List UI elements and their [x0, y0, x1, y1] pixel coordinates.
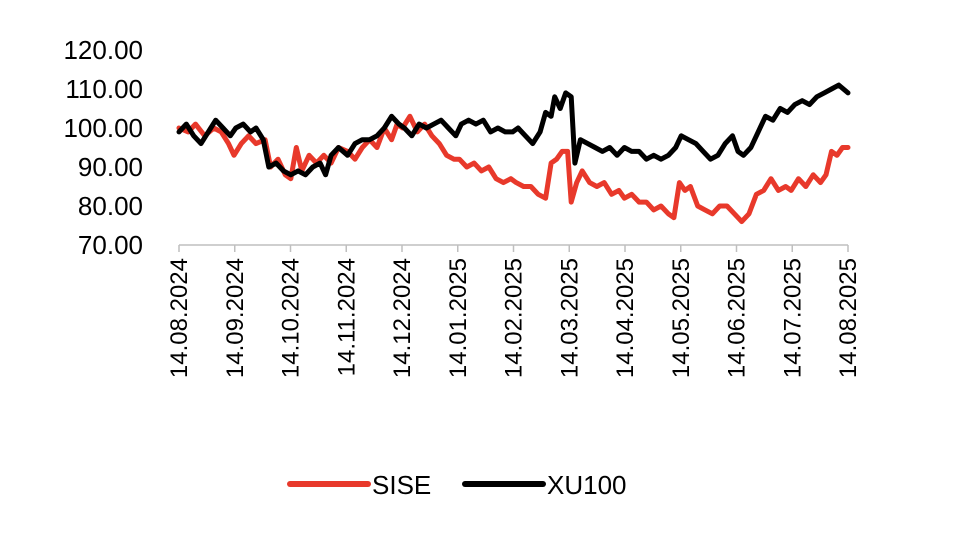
y-axis: 70.00 80.00 90.00 100.00 110.00 120.00	[63, 35, 143, 260]
legend-label-xu100: XU100	[547, 470, 627, 500]
x-tick-label: 14.10.2024	[278, 258, 305, 378]
x-axis: 14.08.2024 14.09.2024 14.10.2024 14.11.2024…	[166, 244, 862, 378]
x-tick-label: 14.01.2025	[445, 258, 472, 378]
x-tick-label: 14.02.2025	[501, 258, 528, 378]
y-tick-label: 80.00	[78, 191, 143, 221]
y-tick-label: 120.00	[63, 35, 143, 65]
x-tick-label: 14.06.2025	[724, 258, 751, 378]
y-tick-label: 100.00	[63, 113, 143, 143]
series-layer	[176, 82, 851, 225]
y-tick-label: 90.00	[78, 152, 143, 182]
legend: SISE XU100	[287, 470, 627, 500]
series-line-xu100	[176, 82, 851, 178]
x-tick-label: 14.09.2024	[222, 258, 249, 378]
x-tick-label: 14.08.2025	[835, 258, 862, 378]
x-tick-label: 14.07.2025	[779, 258, 806, 378]
x-tick-label: 14.12.2024	[389, 258, 416, 378]
x-tick-label: 14.04.2025	[612, 258, 639, 378]
series-line-sise	[176, 113, 851, 225]
x-tick-label: 14.11.2024	[333, 258, 360, 376]
y-tick-label: 70.00	[78, 230, 143, 260]
legend-label-sise: SISE	[372, 470, 431, 500]
x-tick-label: 14.03.2025	[556, 258, 583, 378]
x-tick-label: 14.08.2024	[166, 258, 193, 378]
y-tick-label: 110.00	[65, 74, 143, 104]
x-tick-label: 14.05.2025	[668, 258, 695, 378]
